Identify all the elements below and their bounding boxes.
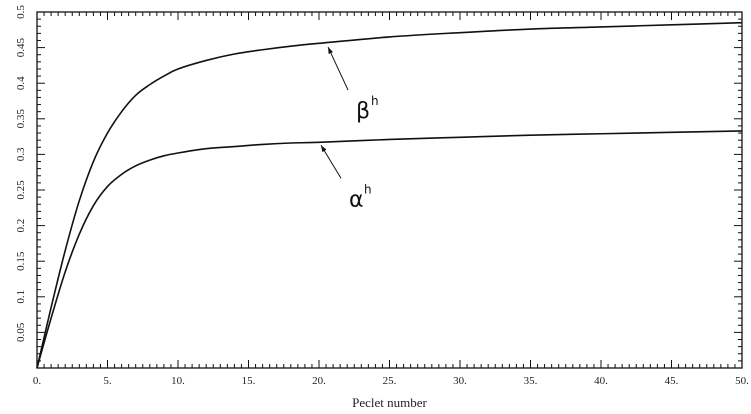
series-label-alpha: α: [349, 187, 364, 212]
plot-border: [36, 11, 743, 369]
arrow-head-alpha: [321, 145, 327, 153]
y-tick-label: 0.45: [15, 37, 27, 57]
x-tick-labels: 0. 5. 10. 15. 20. 25. 30. 35. 40. 45. 50.: [33, 375, 749, 387]
series-line-beta: [36, 21, 743, 369]
x-tick-label: 20.: [312, 375, 326, 387]
y-tick-label: 0.25: [15, 180, 27, 200]
x-tick-label: 35.: [524, 375, 538, 387]
arrow-line-beta: [327, 46, 349, 91]
x-tick-label: 15.: [242, 375, 256, 387]
series-annotations: β hα h: [320, 46, 379, 212]
x-axis-title: Peclet number: [352, 395, 427, 410]
x-tick-label: 50.: [735, 375, 749, 387]
arrow-head-beta: [328, 47, 333, 55]
y-tick-label: 0.2: [15, 219, 27, 233]
series-superscript-alpha: h: [364, 182, 372, 196]
x-tick-label: 40.: [594, 375, 608, 387]
y-tick-label: 0.3: [15, 147, 27, 161]
x-tick-label: 0.: [33, 375, 42, 387]
tick-marks: [36, 11, 743, 369]
y-tick-label: 0.05: [15, 322, 27, 342]
series-lines: [36, 21, 743, 369]
series-label-beta: β: [356, 99, 370, 124]
x-tick-label: 45.: [665, 375, 679, 387]
y-tick-label: 0.4: [15, 76, 27, 90]
y-tick-label: 0.35: [15, 109, 27, 129]
x-tick-label: 25.: [383, 375, 397, 387]
series-superscript-beta: h: [371, 94, 379, 108]
x-tick-label: 10.: [171, 375, 185, 387]
y-tick-label: 0.1: [15, 290, 27, 304]
series-line-alpha: [36, 130, 743, 369]
x-tick-label: 5.: [103, 375, 112, 387]
y-tick-label: 0.15: [15, 251, 27, 271]
y-tick-label: 0.5: [15, 5, 27, 19]
plot-frame: [36, 11, 743, 369]
y-tick-labels: 0.05 0.1 0.15 0.2 0.25 0.3 0.35 0.4 0.45 0.5: [15, 5, 27, 342]
x-tick-label: 30.: [453, 375, 467, 387]
